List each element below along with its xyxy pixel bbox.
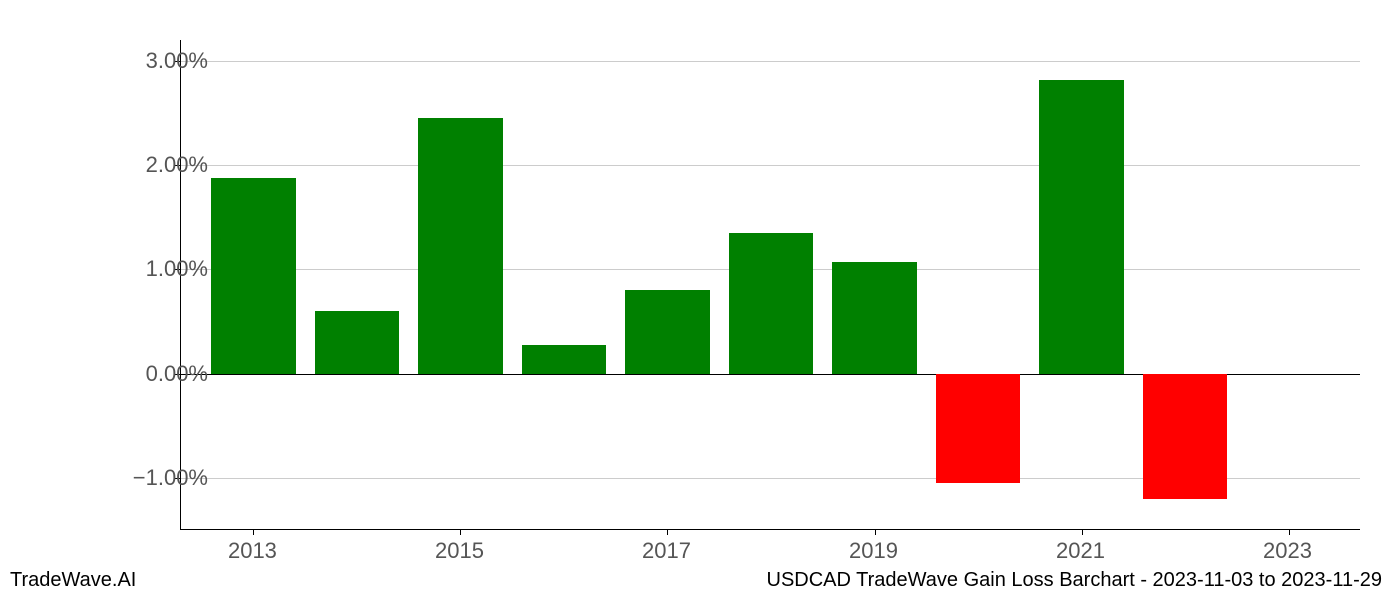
bar-2018 [729, 233, 814, 374]
gridline [181, 61, 1360, 62]
footer-left-label: TradeWave.AI [10, 569, 136, 592]
bar-2022 [1143, 374, 1228, 499]
x-tick-label: 2019 [849, 538, 898, 564]
bar-2019 [832, 262, 917, 374]
gridline [181, 165, 1360, 166]
y-tick-label: −1.00% [118, 465, 208, 491]
y-tick-label: 2.00% [118, 152, 208, 178]
footer-right-label: USDCAD TradeWave Gain Loss Barchart - 20… [767, 569, 1383, 592]
bar-2015 [418, 118, 503, 373]
bar-2021 [1039, 80, 1124, 374]
x-tick-mark [1289, 529, 1290, 535]
y-tick-label: 3.00% [118, 48, 208, 74]
chart-container [180, 40, 1360, 530]
bar-2017 [625, 290, 710, 373]
x-tick-label: 2013 [228, 538, 277, 564]
x-tick-mark [253, 529, 254, 535]
x-tick-label: 2021 [1056, 538, 1105, 564]
bar-2020 [936, 374, 1021, 483]
bar-2013 [211, 178, 296, 374]
bar-2016 [522, 345, 607, 373]
bar-2014 [315, 311, 400, 374]
x-tick-mark [460, 529, 461, 535]
x-tick-mark [875, 529, 876, 535]
x-tick-label: 2015 [435, 538, 484, 564]
y-tick-label: 1.00% [118, 256, 208, 282]
x-tick-label: 2023 [1263, 538, 1312, 564]
x-tick-mark [667, 529, 668, 535]
plot-area [180, 40, 1360, 530]
y-tick-label: 0.00% [118, 361, 208, 387]
x-tick-label: 2017 [642, 538, 691, 564]
x-tick-mark [1082, 529, 1083, 535]
